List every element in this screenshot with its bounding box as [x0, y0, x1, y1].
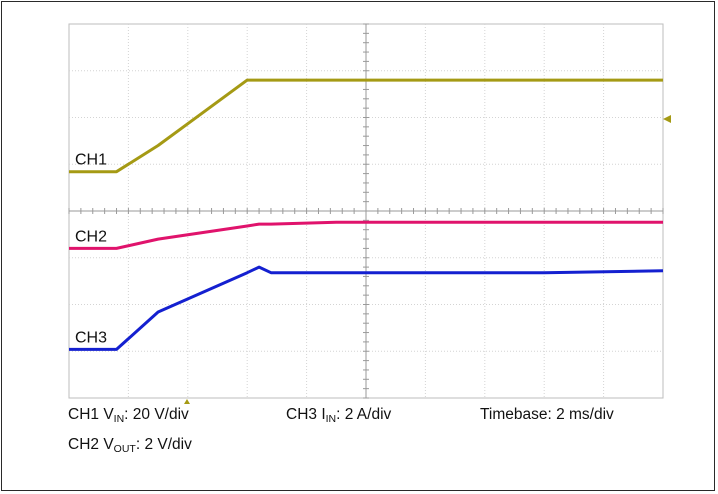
trace-layer: [69, 78, 664, 351]
trigger-time-marker: [184, 399, 190, 404]
trace-labels: CH1 CH2 CH3: [75, 152, 107, 347]
ch2-scale-caption: CH2 VOUT: 2 V/div: [68, 436, 192, 455]
trigger-level-marker: [663, 115, 671, 123]
trace-ch1: [69, 78, 663, 174]
plot-grid: [68, 23, 664, 399]
trace-label-ch3: CH3: [75, 329, 107, 346]
ch1-scale-caption: CH1 VIN: 20 V/div: [68, 406, 189, 425]
timebase-caption: Timebase: 2 ms/div: [480, 406, 614, 423]
trace-label-ch1: CH1: [75, 152, 107, 169]
trace-ch3: [69, 265, 664, 351]
ch3-scale-caption: CH3 IIN: 2 A/div: [286, 406, 392, 425]
trace-ch2: [69, 220, 663, 250]
trace-label-ch2: CH2: [75, 228, 107, 245]
